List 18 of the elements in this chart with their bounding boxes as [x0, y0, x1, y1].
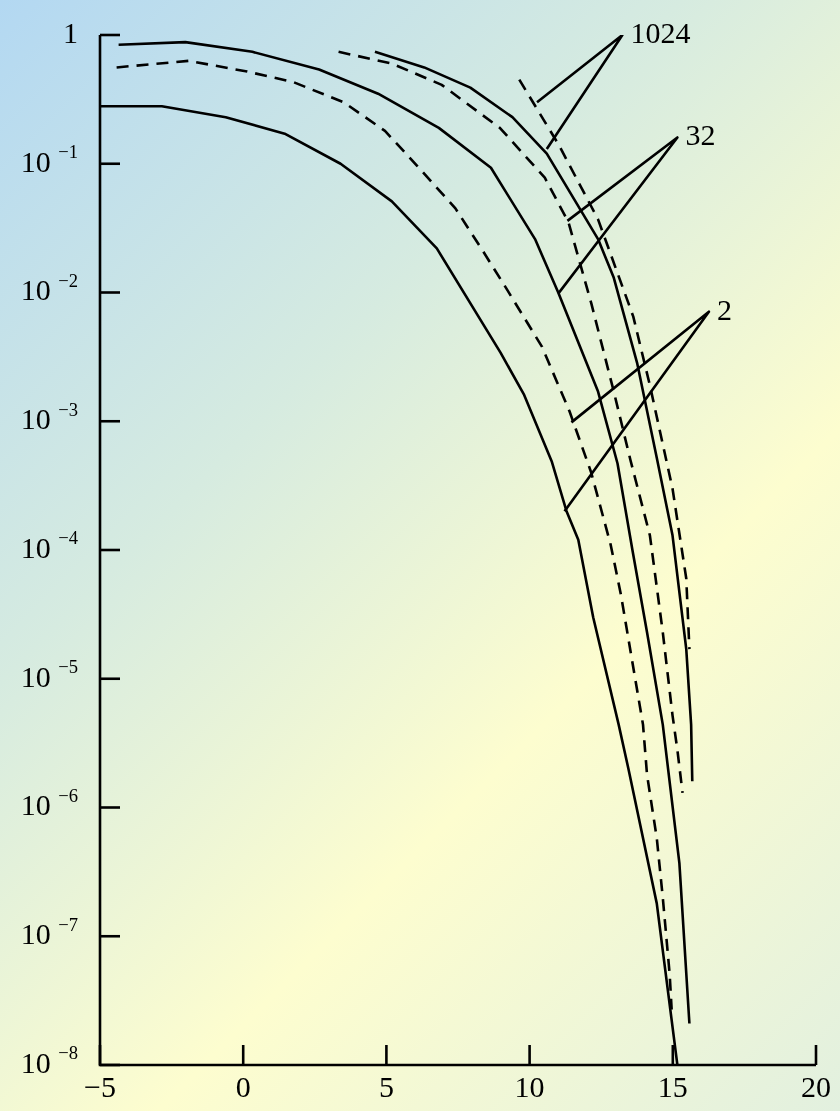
x-tick-label: −5 [84, 1069, 116, 1103]
x-tick-label: 15 [657, 1069, 688, 1103]
x-tick-label: 5 [378, 1069, 394, 1103]
y-tick-label: 10−4 [20, 527, 79, 564]
y-tick-label: 10−6 [20, 784, 79, 822]
annotation: 1024 [630, 15, 691, 49]
y-tick-label: 10−5 [20, 656, 79, 693]
y-tick-label: 10−7 [20, 913, 79, 951]
y-tick-label: 10−2 [20, 269, 79, 307]
x-tick-label: 10 [514, 1069, 545, 1103]
annotation: 32 [685, 118, 716, 152]
annotation: 2 [716, 292, 732, 326]
x-tick-label: 20 [801, 1069, 831, 1103]
y-tick-label: 1 [63, 15, 78, 49]
y-tick-label: 10−8 [20, 1042, 79, 1079]
y-tick-label: 10−1 [20, 141, 79, 178]
x-tick-label: 0 [235, 1069, 251, 1103]
y-tick-label: 10−3 [20, 398, 79, 436]
